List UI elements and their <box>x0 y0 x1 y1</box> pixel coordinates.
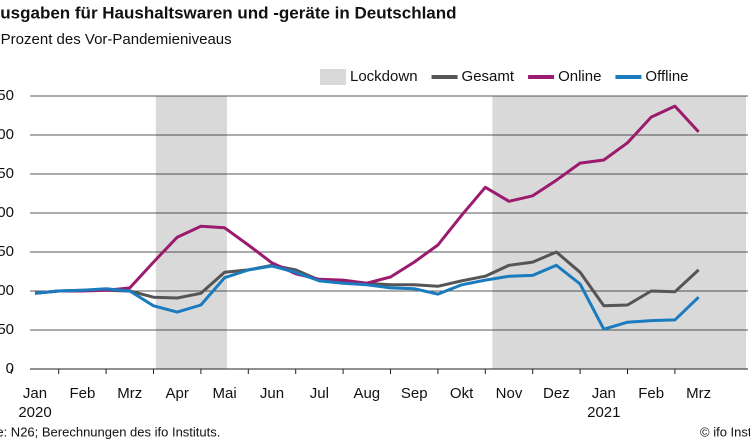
x-tick-label: Feb <box>638 385 664 402</box>
x-tick-label: Okt <box>450 385 474 402</box>
x-tick-label: Jan <box>23 385 47 402</box>
y-tick-label: 0 <box>6 360 14 377</box>
y-tick-label: 250 <box>0 165 14 182</box>
x-tick-label: Mai <box>213 385 237 402</box>
x-year-label: 2021 <box>587 404 620 421</box>
x-tick-label: Dez <box>543 385 570 402</box>
legend-label: Lockdown <box>350 68 418 85</box>
y-tick-label: 300 <box>0 126 14 143</box>
legend-label: Online <box>558 68 601 85</box>
x-year-label: 2020 <box>18 404 51 421</box>
lockdown-band <box>492 96 746 369</box>
x-tick-label: Apr <box>166 385 189 402</box>
legend-swatch <box>320 69 346 85</box>
x-tick-label: Jul <box>310 385 329 402</box>
x-tick-label: Nov <box>496 385 523 402</box>
lockdown-band <box>155 96 227 369</box>
series-line <box>34 263 700 331</box>
legend: Lockdown Gesamt Online Offline <box>320 68 689 85</box>
source: Quelle: N26; Berechnungen des ifo Instit… <box>0 424 220 439</box>
y-tick-label: 150 <box>0 243 14 260</box>
series-line <box>34 104 700 295</box>
x-tick-label: Sep <box>401 385 428 402</box>
y-tick-label: 50 <box>0 321 14 338</box>
legend-label: Offline <box>645 68 688 85</box>
chart-subtitle: In Prozent des Vor-Pandemieniveaus <box>0 31 232 48</box>
credit: © ifo Institut <box>700 424 750 439</box>
legend-label: Gesamt <box>462 68 515 85</box>
y-tick-label: 200 <box>0 204 14 221</box>
x-tick-label: Jun <box>260 385 284 402</box>
y-tick-label: 350 <box>0 87 14 104</box>
chart-title: Ausgaben für Haushaltswaren und -geräte … <box>0 3 457 22</box>
x-tick-label: Mrz <box>117 385 142 402</box>
x-tick-label: Feb <box>69 385 95 402</box>
x-tick-label: Mrz <box>686 385 711 402</box>
x-tick-label: Aug <box>353 385 380 402</box>
x-tick-label: Jan <box>592 385 616 402</box>
y-tick-label: 100 <box>0 282 14 299</box>
